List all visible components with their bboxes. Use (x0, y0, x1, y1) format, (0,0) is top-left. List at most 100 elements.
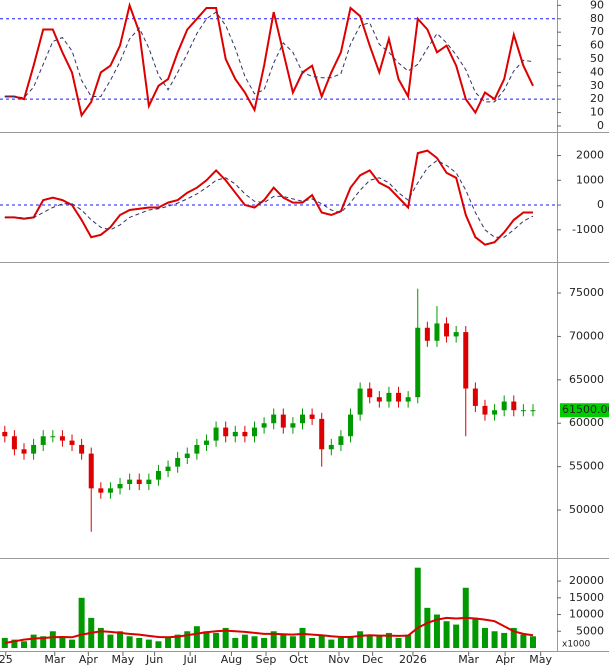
x-tick-label: Mar (44, 653, 65, 666)
candle-body (223, 427, 229, 437)
candle-body (396, 392, 402, 402)
candle-body (59, 436, 65, 441)
series-line (4, 616, 534, 644)
candle-body (11, 436, 17, 450)
volume-bar (78, 597, 85, 648)
candle-body (165, 466, 171, 471)
y-tick-label: 0 (597, 119, 604, 132)
x-tick-label: Sep (256, 653, 277, 666)
candle-body (280, 414, 286, 428)
volume-bar (481, 627, 488, 648)
candle-body (338, 436, 344, 445)
candle-body (50, 436, 56, 438)
y-tick-label: 60 (590, 39, 604, 52)
candle-body (492, 410, 498, 415)
volume-bar (337, 637, 344, 648)
volume-bar (472, 617, 479, 648)
volume-bar (289, 636, 296, 648)
y-tick-label: 50 (590, 52, 604, 65)
y-tick-label: 55000 (569, 460, 604, 473)
y-tick-label: 5000 (576, 624, 604, 637)
y-tick-label: 20000 (569, 574, 604, 587)
y-tick-label: 10000 (569, 608, 604, 621)
candle-body (184, 453, 190, 458)
candle-body (79, 444, 85, 454)
volume-bar (385, 632, 392, 648)
candle-body (203, 440, 209, 445)
candle-body (107, 488, 113, 493)
candle-body (405, 397, 411, 402)
candle-body (434, 323, 440, 341)
x-tick-label: Mar (458, 653, 479, 666)
y-tick-label: 15000 (569, 591, 604, 604)
y-tick-label: 30 (590, 79, 604, 92)
y-tick-label: 70000 (569, 329, 604, 342)
candle-body (501, 401, 507, 411)
volume-bar (241, 634, 248, 648)
volume-bar (357, 631, 364, 648)
candle-body (175, 457, 181, 467)
candle-body (328, 444, 334, 450)
candle-body (261, 423, 267, 428)
volume-bar (520, 634, 527, 648)
candle-body (309, 414, 315, 419)
x-tick-label: May (529, 653, 552, 666)
candle-body (520, 410, 526, 412)
frame (0, 0, 609, 652)
y-tick-label: 60000 (569, 416, 604, 429)
volume-bar (184, 631, 191, 648)
candle-body (31, 444, 37, 454)
volume-bar (270, 631, 277, 648)
candle-body (444, 323, 450, 337)
candle-body (367, 388, 373, 398)
volume-bar (21, 641, 28, 648)
volume-bar (126, 636, 133, 648)
volume-bar (232, 637, 239, 648)
volume-bar (40, 636, 47, 648)
volume-bar (30, 634, 37, 648)
candle-body (98, 488, 104, 493)
volume-bar (328, 639, 335, 648)
candle-body (463, 332, 469, 389)
volume-bar (261, 637, 268, 648)
volume-bar (59, 637, 66, 648)
candle-body (21, 449, 27, 454)
volume-bar (165, 637, 172, 648)
candle-body (348, 414, 354, 437)
candle-body (271, 414, 277, 424)
y-tick-label: 80 (590, 12, 604, 25)
volume-bar (366, 634, 373, 648)
volume-bar (117, 631, 124, 648)
candle-body (386, 392, 392, 402)
volume-bar (11, 639, 18, 648)
volume-bar (318, 634, 325, 648)
candle-body (194, 444, 200, 454)
x-tick-label: Jun (145, 653, 163, 666)
series-line (4, 11, 534, 103)
candle-body (472, 388, 478, 406)
volume-bar (136, 637, 143, 648)
y-tick-label: 90 (590, 0, 604, 11)
volume-bar (424, 607, 431, 648)
x-tick-label: Dec (362, 653, 383, 666)
candle-body (127, 479, 133, 484)
y-tick-label: 2000 (576, 149, 604, 162)
y-tick-label: -1000 (572, 223, 604, 236)
volume-bar (213, 632, 220, 648)
candle-body (88, 453, 94, 489)
volume-bar (347, 636, 354, 648)
volume-bar (49, 631, 56, 648)
candle-body (453, 332, 459, 337)
candle-body (69, 440, 75, 445)
candle-body (251, 427, 257, 437)
volume-bar (251, 636, 258, 648)
volume-bar (529, 636, 536, 648)
x-tick-label: 25 (0, 653, 13, 666)
volume-bar (69, 639, 76, 648)
volume-bar (299, 627, 306, 648)
x-tick-label: Oct (289, 653, 309, 666)
x-tick-label: Aug (221, 653, 242, 666)
volume-bar (222, 627, 229, 648)
candle-body (415, 327, 421, 398)
